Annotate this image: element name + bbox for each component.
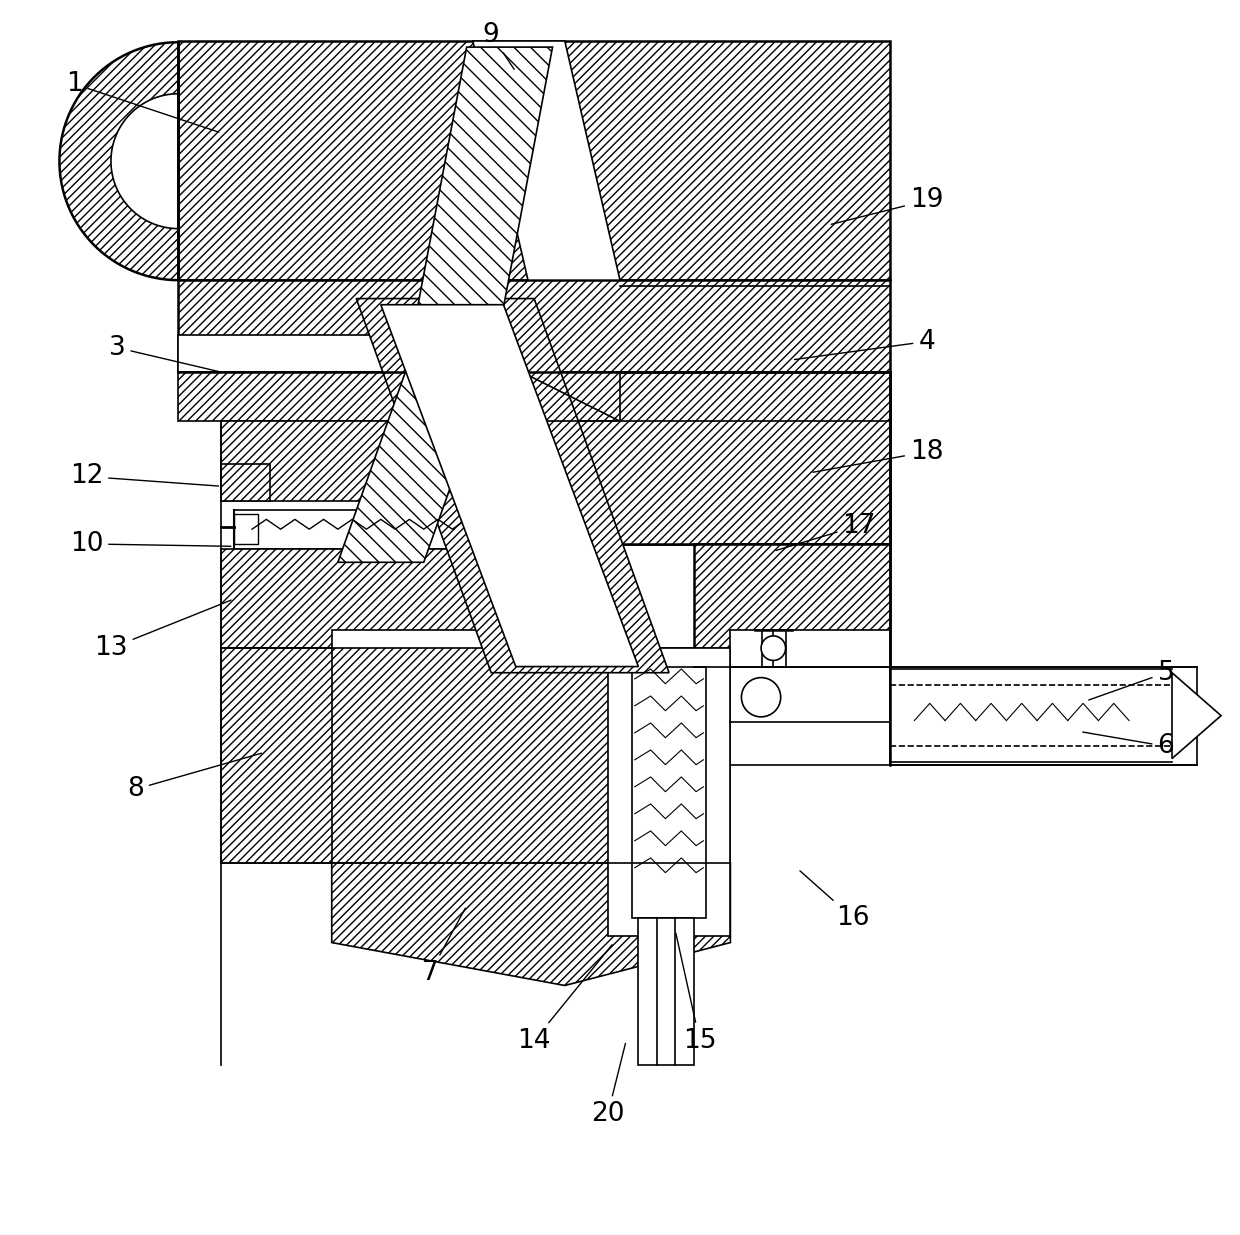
Text: 9: 9 [482, 22, 515, 69]
Polygon shape [472, 41, 620, 280]
Text: 20: 20 [591, 1044, 625, 1128]
Polygon shape [693, 543, 890, 667]
Text: 18: 18 [813, 438, 944, 472]
Text: 17: 17 [776, 513, 875, 551]
Polygon shape [608, 648, 730, 936]
Polygon shape [466, 515, 491, 543]
Text: 3: 3 [109, 335, 218, 372]
Polygon shape [60, 41, 179, 280]
Text: 13: 13 [94, 600, 231, 661]
Polygon shape [632, 667, 706, 918]
Circle shape [742, 678, 781, 716]
Polygon shape [179, 280, 890, 372]
Text: 7: 7 [422, 908, 465, 987]
Polygon shape [221, 648, 730, 863]
Text: 8: 8 [126, 753, 262, 803]
Polygon shape [179, 41, 890, 280]
Polygon shape [356, 299, 670, 673]
Polygon shape [233, 515, 258, 543]
Circle shape [761, 636, 786, 661]
Text: 19: 19 [831, 188, 944, 225]
Polygon shape [620, 372, 890, 543]
Polygon shape [1172, 673, 1221, 758]
Polygon shape [233, 510, 491, 548]
Polygon shape [405, 47, 553, 372]
Polygon shape [110, 94, 179, 228]
Polygon shape [763, 630, 786, 667]
Text: 14: 14 [517, 945, 613, 1053]
Text: 5: 5 [1089, 659, 1174, 700]
Polygon shape [337, 372, 491, 562]
Polygon shape [547, 372, 890, 543]
Polygon shape [381, 305, 639, 667]
Polygon shape [221, 548, 547, 648]
Text: 4: 4 [795, 329, 935, 359]
Polygon shape [730, 630, 890, 764]
Polygon shape [639, 918, 693, 1066]
Polygon shape [221, 421, 547, 501]
Polygon shape [221, 464, 270, 501]
Text: 10: 10 [69, 531, 231, 557]
Text: 1: 1 [66, 70, 218, 132]
Text: 12: 12 [69, 463, 218, 489]
Polygon shape [179, 372, 620, 421]
Polygon shape [179, 336, 449, 372]
Text: 16: 16 [800, 871, 869, 931]
Text: 6: 6 [1083, 732, 1174, 760]
Polygon shape [332, 863, 730, 986]
Polygon shape [890, 667, 1197, 764]
Text: 15: 15 [676, 932, 717, 1053]
